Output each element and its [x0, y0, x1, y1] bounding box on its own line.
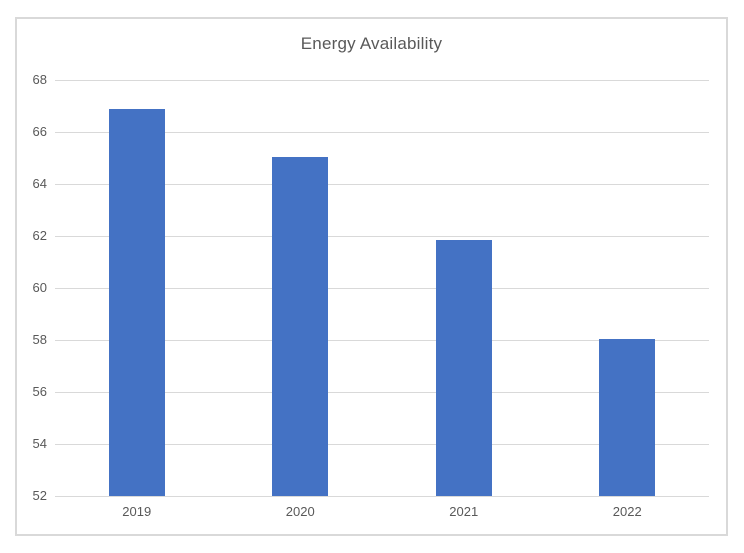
gridline [55, 236, 709, 237]
bar-2019 [108, 108, 165, 496]
gridline [55, 80, 709, 81]
y-axis-tick-label: 64 [32, 176, 47, 191]
gridline [55, 340, 709, 341]
gridline [55, 288, 709, 289]
gridline [55, 184, 709, 185]
bar-2021 [435, 239, 492, 496]
gridline [55, 392, 709, 393]
y-axis-tick-label: 58 [32, 332, 47, 347]
x-axis-tick-label: 2021 [449, 504, 479, 519]
y-axis-tick-label: 62 [32, 228, 47, 243]
bar-2020 [272, 156, 329, 496]
y-axis-tick-label: 54 [32, 436, 47, 451]
x-axis-line [55, 496, 709, 497]
y-axis-tick-label: 56 [32, 384, 47, 399]
x-axis-tick-label: 2019 [122, 504, 152, 519]
plot-area [55, 80, 709, 497]
y-axis: 68 66 64 62 60 58 56 54 52 [17, 73, 47, 503]
x-axis-tick-label: 2020 [285, 504, 315, 519]
y-axis-tick-label: 68 [32, 72, 47, 87]
x-axis-tick-label: 2022 [612, 504, 642, 519]
x-axis: 2019 2020 2021 2022 [55, 496, 709, 526]
bar-2022 [599, 338, 656, 496]
gridline [55, 444, 709, 445]
y-axis-tick-label: 52 [32, 488, 47, 503]
y-axis-tick-label: 60 [32, 280, 47, 295]
gridline [55, 132, 709, 133]
chart-title: Energy Availability [300, 34, 443, 53]
chart-frame: Energy Availability 68 66 64 62 60 58 56 54 52 2… [15, 17, 728, 536]
y-axis-tick-label: 66 [32, 124, 47, 139]
